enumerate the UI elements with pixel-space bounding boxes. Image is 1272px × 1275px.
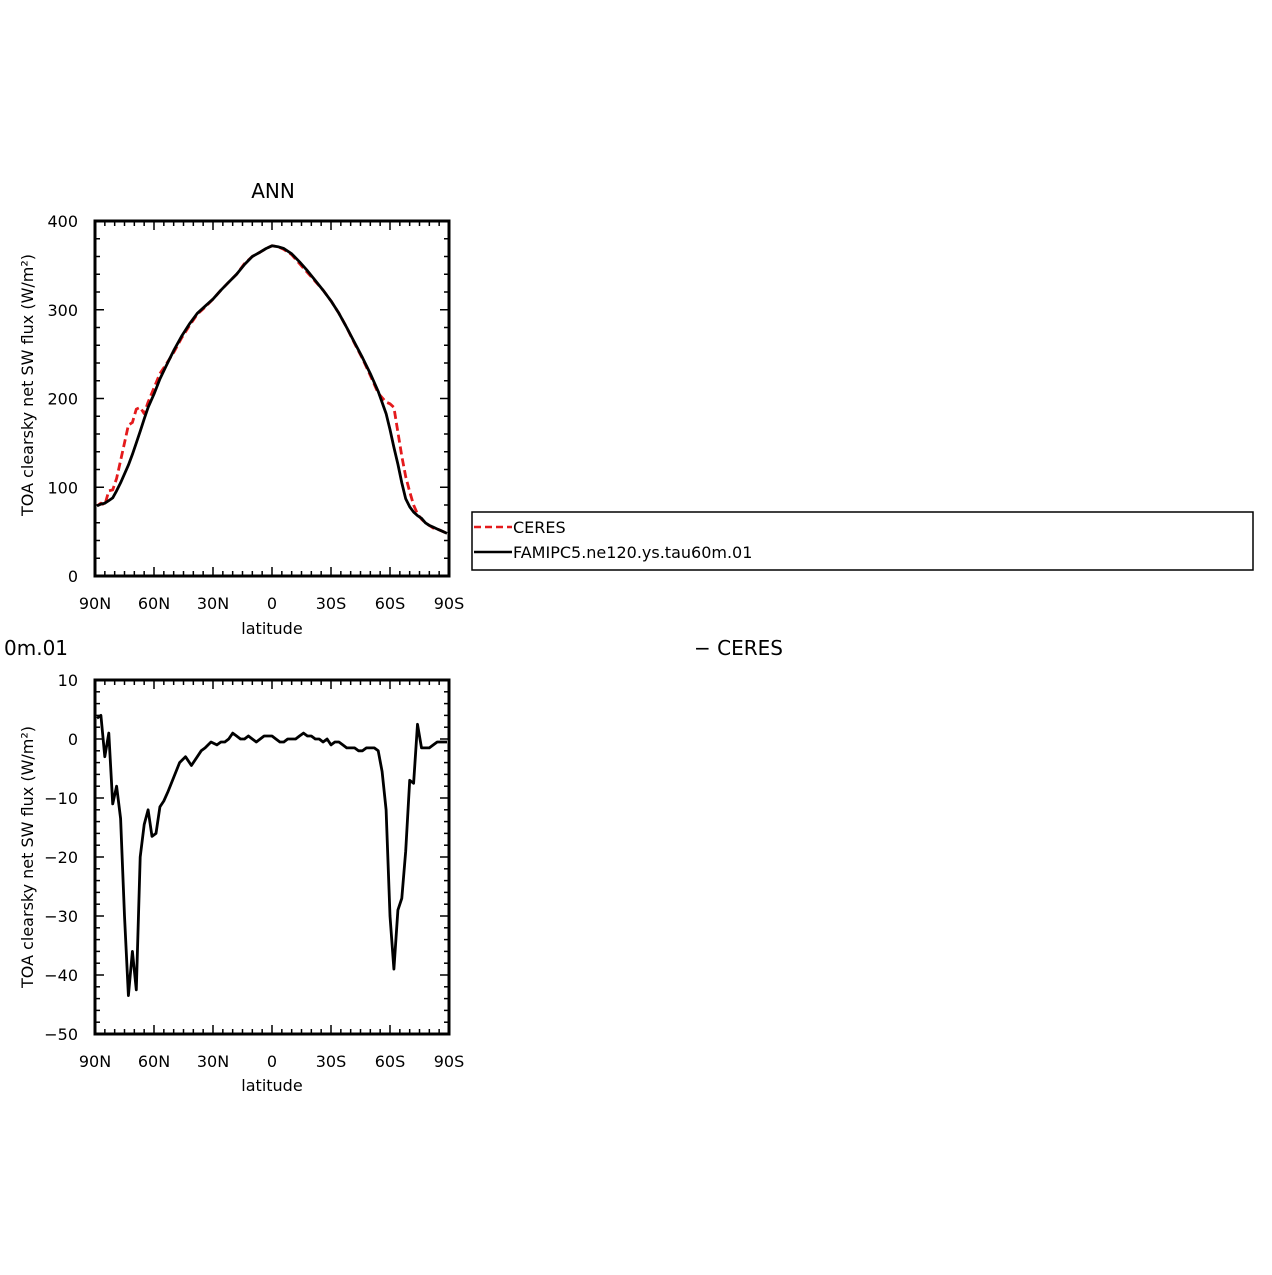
bottom-panel-y-tick-label: 10	[58, 671, 78, 690]
top-panel: ANN 90N 60N 30N 0 30S 60S 90S 0 100 200 300 400 la…	[18, 179, 464, 638]
bottom-panel-y-tick-label: 0	[68, 730, 78, 749]
top-panel-y-axis-title: TOA clearsky net SW flux (W/m²)	[18, 254, 37, 517]
bottom-panel-y-tick-label: −10	[44, 789, 78, 808]
bottom-panel-x-tick-labels: 90N 60N 30N 0 30S 60S 90S	[79, 1052, 464, 1071]
bottom-panel-y-tick-label: −20	[44, 848, 78, 867]
bottom-panel-ticks	[94, 679, 450, 1035]
bottom-panel-y-tick-label: −40	[44, 966, 78, 985]
bottom-panel-title-fragment-left: 0m.01	[4, 636, 68, 660]
top-panel-x-tick-labels: 90N 60N 30N 0 30S 60S 90S	[79, 594, 464, 613]
top-panel-frame	[93, 219, 451, 578]
bottom-panel-y-tick-label: −50	[44, 1025, 78, 1044]
bottom-panel-y-axis-title: TOA clearsky net SW flux (W/m²)	[18, 726, 37, 989]
top-panel-series-line-0	[96, 244, 448, 535]
top-panel-x-tick-label: 60N	[138, 594, 170, 613]
bottom-panel: 0m.01 − CERES 90N 60N 30N 0 30S 60S 90S −50 −40…	[4, 636, 783, 1095]
legend-box	[471, 511, 1254, 571]
top-panel-series-line-1	[96, 244, 448, 535]
bottom-panel-x-tick-label: 90S	[434, 1052, 465, 1071]
top-panel-x-axis-title: latitude	[241, 619, 302, 638]
bottom-panel-x-tick-label: 90N	[79, 1052, 111, 1071]
legend-label-model: FAMIPC5.ne120.ys.tau60m.01	[513, 543, 752, 562]
bottom-panel-series-line-0	[96, 714, 447, 997]
bottom-panel-y-tick-labels: −50 −40 −30 −20 −10 0 10	[44, 671, 78, 1044]
bottom-panel-x-tick-label: 60N	[138, 1052, 170, 1071]
bottom-panel-y-tick-label: −30	[44, 907, 78, 926]
bottom-panel-x-tick-label: 60S	[375, 1052, 406, 1071]
top-panel-x-tick-label: 90N	[79, 594, 111, 613]
bottom-panel-series	[96, 714, 447, 997]
bottom-panel-x-tick-label: 30N	[197, 1052, 229, 1071]
top-panel-y-tick-label: 100	[47, 478, 78, 497]
bottom-panel-title-fragment-right: − CERES	[694, 636, 783, 660]
bottom-panel-frame	[93, 678, 451, 1036]
top-panel-y-tick-label: 300	[47, 301, 78, 320]
top-panel-x-tick-label: 30N	[197, 594, 229, 613]
top-panel-y-tick-label: 400	[47, 212, 78, 231]
top-panel-x-tick-label: 0	[267, 594, 277, 613]
top-panel-y-tick-label: 200	[47, 390, 78, 409]
legend-label-ceres: CERES	[513, 518, 566, 537]
bottom-panel-x-axis-title: latitude	[241, 1076, 302, 1095]
top-panel-y-tick-labels: 0 100 200 300 400	[47, 212, 78, 586]
bottom-panel-x-tick-label: 0	[267, 1052, 277, 1071]
top-panel-x-tick-label: 90S	[434, 594, 465, 613]
top-panel-ticks	[94, 220, 450, 577]
top-panel-series	[96, 244, 448, 535]
legend: CERES FAMIPC5.ne120.ys.tau60m.01	[471, 511, 1254, 571]
top-panel-y-tick-label: 0	[68, 567, 78, 586]
top-panel-x-tick-label: 60S	[375, 594, 406, 613]
top-panel-title: ANN	[251, 179, 295, 203]
top-panel-x-tick-label: 30S	[316, 594, 347, 613]
bottom-panel-x-tick-label: 30S	[316, 1052, 347, 1071]
